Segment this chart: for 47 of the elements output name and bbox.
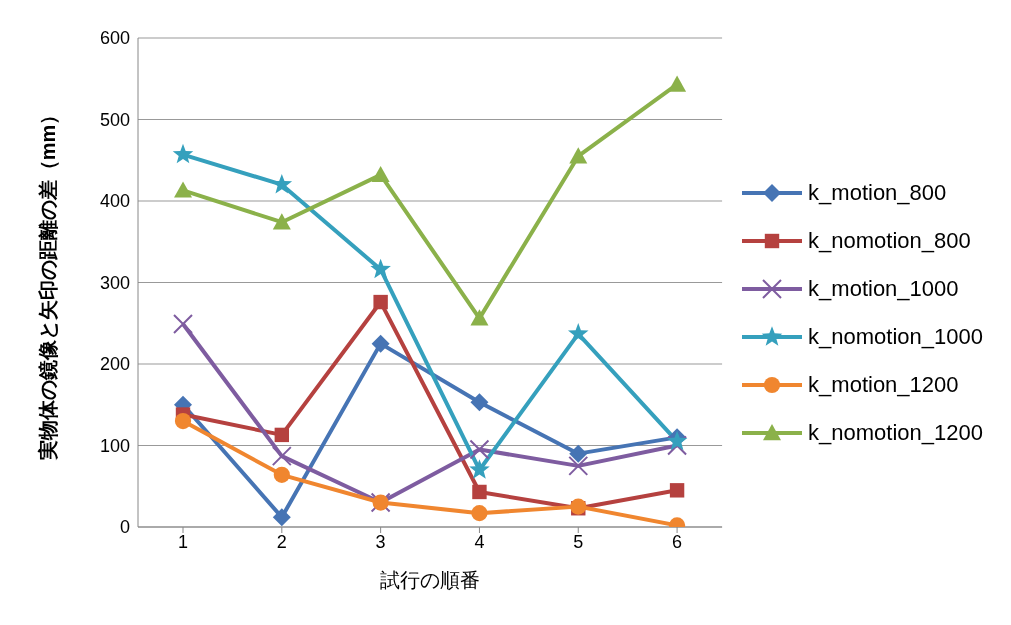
y-tick-label: 400 <box>99 191 130 212</box>
point <box>174 181 192 198</box>
point <box>472 484 487 500</box>
y-tick-label: 200 <box>99 354 130 375</box>
legend-label: k_motion_800 <box>808 179 947 206</box>
legend-label: k_motion_1000 <box>808 275 959 302</box>
point <box>568 455 589 476</box>
point <box>471 505 488 522</box>
y-tick-label: 300 <box>99 272 130 293</box>
point <box>271 446 292 467</box>
x-tick-label: 2 <box>276 531 287 552</box>
point <box>373 294 388 310</box>
y-tick-label: 0 <box>119 517 130 538</box>
point <box>371 334 390 353</box>
point <box>371 165 390 183</box>
point <box>370 258 391 279</box>
point <box>172 143 194 164</box>
y-tick-label: 100 <box>99 435 130 456</box>
y-tick-label: 600 <box>99 28 130 49</box>
legend-label: k_nomotion_800 <box>808 227 971 254</box>
y-tick-label: 500 <box>99 109 130 130</box>
point <box>668 75 687 92</box>
point <box>272 213 291 230</box>
point <box>469 459 490 479</box>
x-axis-title: 試行の順番 <box>380 569 481 591</box>
point <box>273 466 290 483</box>
point <box>569 444 588 463</box>
legend-label: k_nomotion_1000 <box>808 323 983 350</box>
point <box>470 393 489 412</box>
legend-label: k_nomotion_1200 <box>808 419 983 446</box>
point <box>272 508 291 527</box>
y-axis-title: 実物体の鏡像と矢印の距離の差（mm） <box>37 104 60 462</box>
x-tick-label: 3 <box>375 531 386 552</box>
x-tick-label: 4 <box>474 531 485 552</box>
x-tick-label: 5 <box>573 531 584 552</box>
point <box>174 412 192 430</box>
x-tick-label: 6 <box>672 531 683 552</box>
point <box>173 314 193 335</box>
point <box>569 147 588 164</box>
point <box>274 427 290 443</box>
point <box>667 435 688 456</box>
x-tick-label: 1 <box>177 531 189 552</box>
point <box>669 483 685 498</box>
legend-label: k_motion_1200 <box>808 371 959 398</box>
point <box>567 323 589 343</box>
point <box>469 439 490 460</box>
point <box>470 309 489 326</box>
